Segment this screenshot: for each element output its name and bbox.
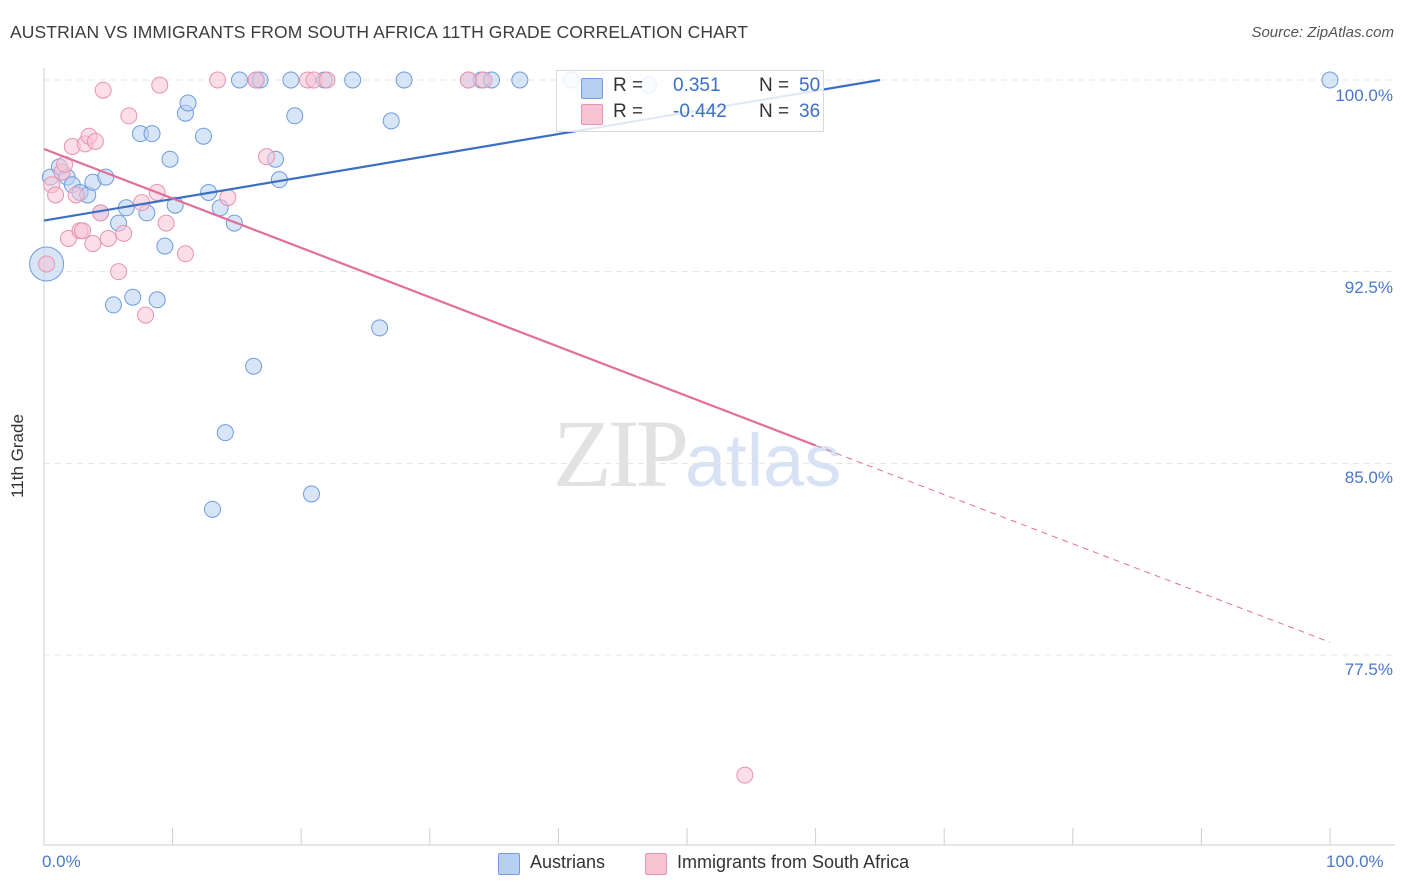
austrians-point: [124, 288, 142, 306]
blue-swatch-icon: [581, 78, 603, 99]
legend-r-value: -0.442: [673, 101, 727, 122]
south-africa-point: [247, 71, 265, 89]
chart-title: AUSTRIAN VS IMMIGRANTS FROM SOUTH AFRICA…: [10, 22, 749, 42]
legend-n-label: N =: [759, 101, 790, 122]
austrians-point: [245, 357, 263, 375]
south-africa-point: [209, 71, 227, 89]
south-africa-point: [67, 186, 85, 204]
austrians-point: [382, 112, 400, 130]
south-africa-point: [47, 186, 65, 204]
austrians-point: [161, 150, 179, 168]
legend-r-value: 0.351: [673, 75, 721, 96]
austrians-point: [302, 485, 320, 503]
austrians-point: [194, 127, 212, 145]
x-tick-label-min: 0.0%: [42, 852, 81, 871]
austrians-point: [282, 71, 300, 89]
legend-n-label: N =: [759, 75, 790, 96]
austrians-point: [156, 237, 174, 255]
south-africa-point: [99, 229, 117, 247]
y-tick-label: 92.5%: [1344, 278, 1393, 297]
south-africa-point: [475, 71, 493, 89]
watermark-zip: ZIP: [553, 400, 689, 507]
source-credit: Source: ZipAtlas.com: [1251, 24, 1394, 41]
south-africa-point: [86, 132, 104, 150]
south-africa-point: [84, 235, 102, 253]
south-africa-point: [459, 71, 477, 89]
pink-swatch-icon: [645, 853, 667, 875]
watermark-atlas: atlas: [685, 419, 842, 502]
legend-label: Austrians: [530, 852, 606, 872]
south-africa-point: [151, 76, 169, 94]
austrians-point: [371, 319, 389, 337]
austrians-point: [395, 71, 413, 89]
legend-r-label: R =: [613, 101, 644, 122]
austrians-point: [148, 291, 166, 309]
austrians-point: [230, 71, 248, 89]
austrians-point: [203, 500, 221, 518]
south-africa-point: [115, 224, 133, 242]
blue-swatch-icon: [498, 853, 520, 875]
south-africa-point: [38, 255, 56, 273]
pink-swatch-icon: [581, 104, 603, 125]
austrians-point: [179, 94, 197, 112]
south-africa-point: [157, 214, 175, 232]
austrians-point: [286, 107, 304, 125]
austrians-point: [104, 296, 122, 314]
austrians-point: [511, 71, 529, 89]
austrians-point: [344, 71, 362, 89]
south-africa-point: [736, 766, 754, 784]
south-africa-point: [219, 189, 237, 207]
south-africa-point: [318, 71, 336, 89]
correlation-legend: R = 0.351 N = 50 R = -0.442 N = 36: [556, 70, 824, 132]
south-africa-point: [74, 222, 92, 240]
south-africa-point: [110, 263, 128, 281]
austrians-point: [216, 424, 234, 442]
y-tick-label: 100.0%: [1335, 86, 1393, 105]
south-africa-point: [176, 245, 194, 263]
austrians-point: [143, 125, 161, 143]
legend-n-value: 36: [799, 101, 821, 122]
south-africa-trend-extension: [815, 444, 1331, 643]
watermark: ZIPatlas: [553, 398, 841, 509]
south-africa-point: [257, 148, 275, 166]
y-tick-label: 85.0%: [1344, 468, 1393, 487]
austrians-point: [1321, 71, 1339, 89]
south-africa-point: [120, 107, 138, 125]
y-axis-label: 11th Grade: [8, 414, 27, 498]
south-africa-trend-line: [43, 147, 816, 447]
south-africa-point: [137, 306, 155, 324]
x-tick-label-max: 100.0%: [1326, 852, 1384, 871]
south-africa-point: [94, 81, 112, 99]
y-tick-label: 77.5%: [1344, 660, 1393, 679]
legend-r-label: R =: [613, 75, 644, 96]
legend-n-value: 50: [799, 75, 821, 96]
legend-label: Immigrants from South Africa: [677, 852, 910, 872]
